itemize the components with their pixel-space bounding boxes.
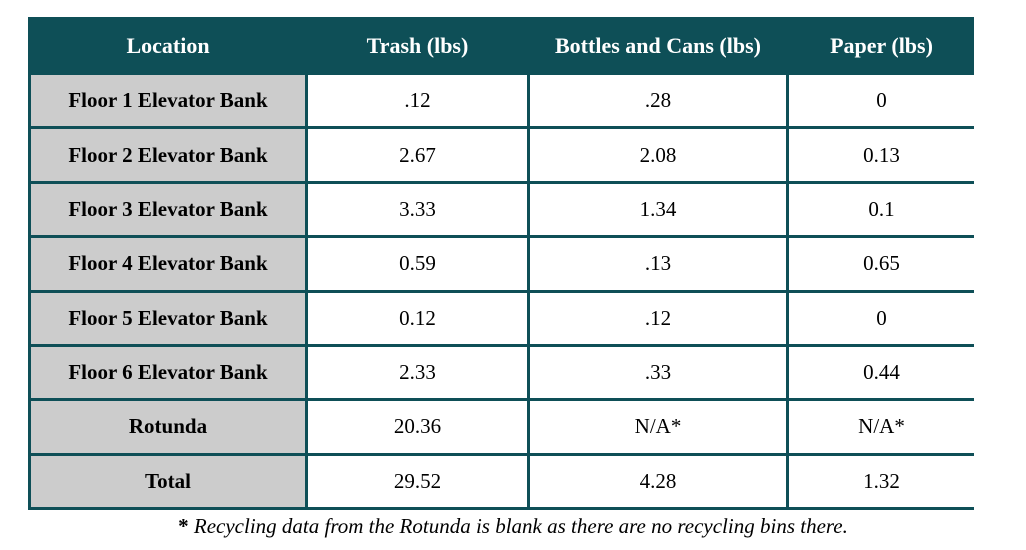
- column-header-location: Location: [31, 20, 305, 72]
- waste-data-table-container: Location Trash (lbs) Bottles and Cans (l…: [28, 17, 974, 510]
- cell-paper: 0.65: [789, 238, 974, 290]
- cell-bottles-cans: .33: [530, 346, 786, 399]
- header-row: Location Trash (lbs) Bottles and Cans (l…: [31, 20, 974, 72]
- cell-paper: 0.13: [789, 129, 974, 181]
- cell-trash: 29.52: [308, 455, 527, 507]
- cell-location: Rotunda: [31, 401, 305, 453]
- cell-bottles-cans: .13: [530, 238, 786, 290]
- cell-trash: 0.12: [308, 292, 527, 344]
- cell-trash: 2.33: [308, 346, 527, 399]
- cell-bottles-cans: 4.28: [530, 455, 786, 507]
- cell-location: Floor 5 Elevator Bank: [31, 292, 305, 344]
- cell-paper: 0: [789, 75, 974, 127]
- footnote: * Recycling data from the Rotunda is bla…: [0, 514, 1026, 539]
- cell-bottles-cans: .28: [530, 75, 786, 127]
- table-row: Floor 2 Elevator Bank 2.67 2.08 0.13: [31, 129, 974, 181]
- table-row: Rotunda 20.36 N/A* N/A*: [31, 401, 974, 453]
- table-row: Floor 3 Elevator Bank 3.33 1.34 0.1: [31, 183, 974, 236]
- column-header-bottles-cans: Bottles and Cans (lbs): [530, 20, 786, 72]
- cell-bottles-cans: 2.08: [530, 129, 786, 181]
- cell-location: Floor 1 Elevator Bank: [31, 75, 305, 127]
- cell-paper: 1.32: [789, 455, 974, 507]
- table-row: Floor 6 Elevator Bank 2.33.33 0.44: [31, 346, 974, 399]
- table-row: Floor 1 Elevator Bank .12.28 0: [31, 75, 974, 127]
- column-header-paper: Paper (lbs): [789, 20, 974, 72]
- cell-bottles-cans: N/A*: [530, 401, 786, 453]
- table-row: Total 29.52 4.28 1.32: [31, 455, 974, 507]
- cell-location: Floor 2 Elevator Bank: [31, 129, 305, 181]
- footnote-text: Recycling data from the Rotunda is blank…: [188, 514, 848, 538]
- cell-location: Total: [31, 455, 305, 507]
- cell-trash: 3.33: [308, 183, 527, 236]
- cell-trash: .12: [308, 75, 527, 127]
- cell-bottles-cans: .12: [530, 292, 786, 344]
- cell-location: Floor 4 Elevator Bank: [31, 238, 305, 290]
- cell-bottles-cans: 1.34: [530, 183, 786, 236]
- cell-paper: 0.44: [789, 346, 974, 399]
- cell-location: Floor 3 Elevator Bank: [31, 183, 305, 236]
- cell-trash: 0.59: [308, 238, 527, 290]
- table-row: Floor 5 Elevator Bank 0.12.12 0: [31, 292, 974, 344]
- cell-trash: 20.36: [308, 401, 527, 453]
- table-row: Floor 4 Elevator Bank 0.59.13 0.65: [31, 238, 974, 290]
- cell-trash: 2.67: [308, 129, 527, 181]
- column-header-trash: Trash (lbs): [308, 20, 527, 72]
- cell-paper: 0: [789, 292, 974, 344]
- footnote-asterisk: *: [178, 514, 189, 538]
- cell-paper: N/A*: [789, 401, 974, 453]
- cell-paper: 0.1: [789, 183, 974, 236]
- cell-location: Floor 6 Elevator Bank: [31, 346, 305, 399]
- waste-data-table: Location Trash (lbs) Bottles and Cans (l…: [28, 17, 977, 510]
